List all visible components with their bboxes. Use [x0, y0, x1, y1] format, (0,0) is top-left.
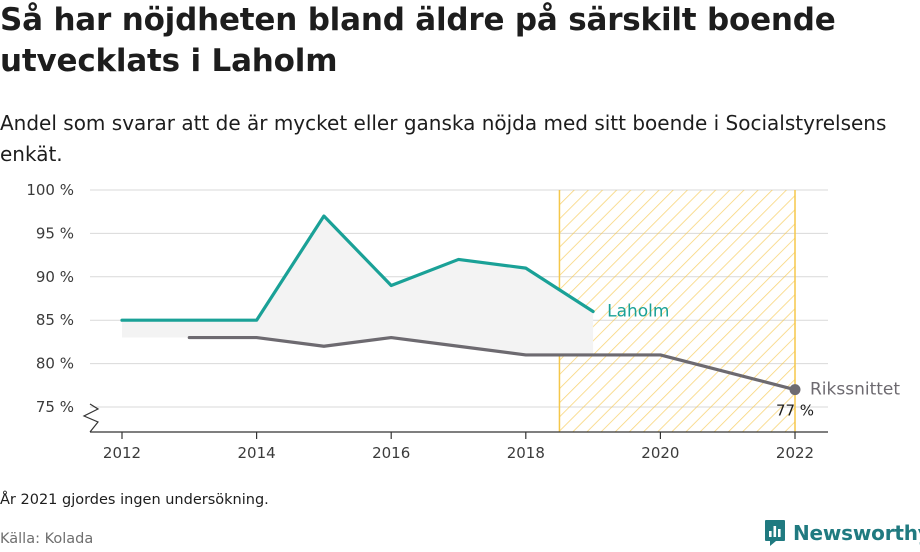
series-line-rikssnittet	[187, 335, 797, 392]
y-tick-label: 90 %	[36, 268, 74, 286]
end-value-label: 77 %	[776, 402, 814, 420]
x-tick-label: 2016	[372, 444, 410, 462]
y-tick-label: 95 %	[36, 224, 74, 242]
x-tick-label: 2014	[238, 444, 276, 462]
brand-name: Newsworthy	[793, 521, 920, 545]
y-tick-label: 80 %	[36, 355, 74, 373]
x-tick-label: 2018	[507, 444, 545, 462]
x-tick-label: 2022	[776, 444, 814, 462]
series-lines	[120, 214, 801, 396]
series-label-rikssnittet: Rikssnittet	[810, 380, 900, 400]
axis-break-icon	[82, 403, 100, 433]
highlight-region	[558, 190, 796, 432]
y-tick-label: 75 %	[36, 398, 74, 416]
area-fill	[122, 216, 594, 355]
x-tick-label: 2012	[103, 444, 141, 462]
chart-labels: Laholm Rikssnittet 77 %	[607, 302, 900, 420]
highlight-hatch	[559, 190, 795, 432]
y-tick-label: 85 %	[36, 311, 74, 329]
series-end-point-rikssnittet	[789, 384, 801, 396]
series-label-laholm: Laholm	[607, 302, 669, 322]
x-axis: 2012 2014 2016 2018 2020 2022	[82, 403, 828, 462]
newsworthy-logo-icon	[765, 520, 785, 546]
page-title: Så har nöjdheten bland äldre på särskilt…	[0, 2, 836, 79]
y-tick-label: 100 %	[26, 181, 74, 199]
line-chart: 75 %80 %85 %90 %95 %100 % 2012 2014 2016 20…	[26, 181, 900, 462]
page-subtitle: Andel som svarar att de är mycket eller …	[0, 111, 887, 166]
x-tick-label: 2020	[641, 444, 679, 462]
footnote: År 2021 gjordes ingen undersökning.	[0, 492, 269, 508]
difference-area	[122, 216, 594, 355]
source-text: Källa: Kolada	[0, 531, 94, 547]
series-line-laholm	[120, 214, 595, 322]
brand[interactable]: Newsworthy	[764, 518, 920, 548]
